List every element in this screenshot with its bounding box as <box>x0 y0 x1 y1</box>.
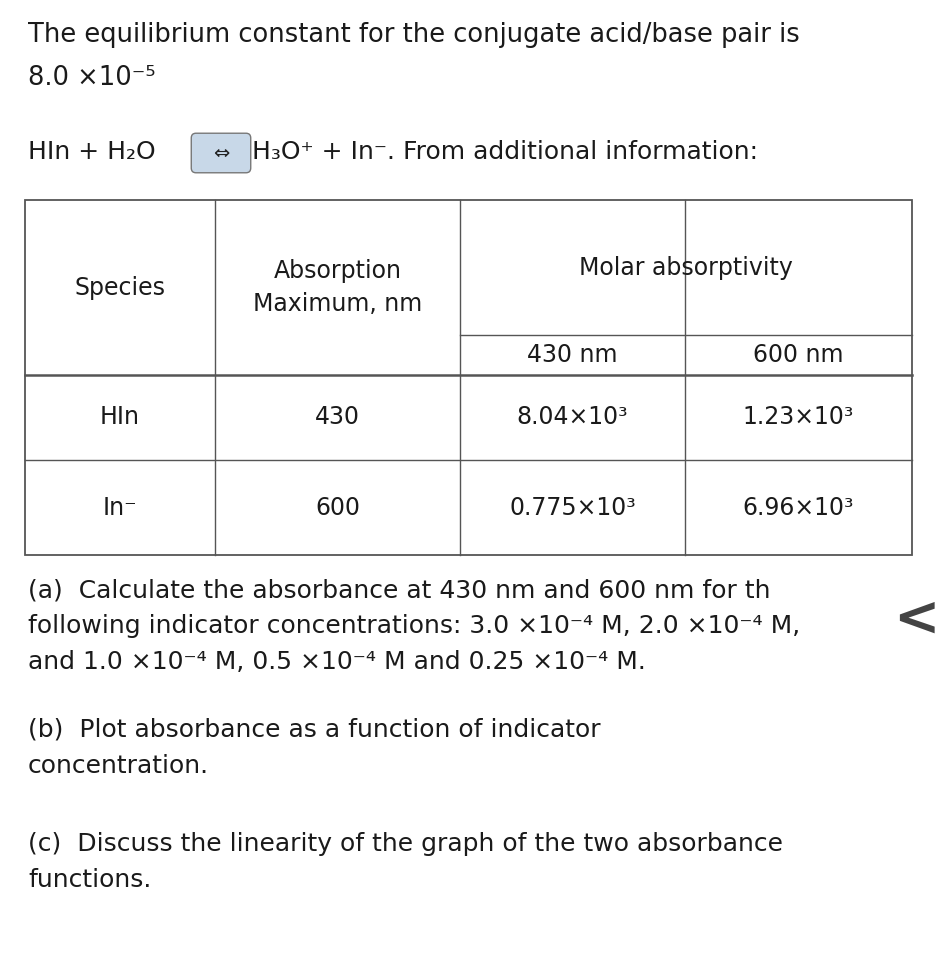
Text: Species: Species <box>75 275 166 300</box>
Text: functions.: functions. <box>28 868 152 892</box>
Text: Absorption
Maximum, nm: Absorption Maximum, nm <box>253 259 422 316</box>
Text: <: < <box>894 593 940 647</box>
Text: Molar absorptivity: Molar absorptivity <box>579 256 793 280</box>
Text: (b)  Plot absorbance as a function of indicator: (b) Plot absorbance as a function of ind… <box>28 718 600 742</box>
Text: 600: 600 <box>315 496 360 520</box>
FancyBboxPatch shape <box>191 134 251 173</box>
Text: HIn: HIn <box>100 406 140 430</box>
Text: HIn + H₂O: HIn + H₂O <box>28 140 155 164</box>
Text: 0.775×10³: 0.775×10³ <box>509 496 635 520</box>
Text: concentration.: concentration. <box>28 754 209 778</box>
Text: 6.96×10³: 6.96×10³ <box>742 496 854 520</box>
Text: and 1.0 ×10⁻⁴ M, 0.5 ×10⁻⁴ M and 0.25 ×10⁻⁴ M.: and 1.0 ×10⁻⁴ M, 0.5 ×10⁻⁴ M and 0.25 ×1… <box>28 650 646 674</box>
Text: following indicator concentrations: 3.0 ×10⁻⁴ M, 2.0 ×10⁻⁴ M,: following indicator concentrations: 3.0 … <box>28 614 800 638</box>
Text: 8.04×10³: 8.04×10³ <box>517 406 628 430</box>
Text: 1.23×10³: 1.23×10³ <box>742 406 854 430</box>
Text: The equilibrium constant for the conjugate acid/base pair is: The equilibrium constant for the conjuga… <box>28 22 800 48</box>
Text: (c)  Discuss the linearity of the graph of the two absorbance: (c) Discuss the linearity of the graph o… <box>28 832 783 856</box>
Text: ⇔: ⇔ <box>213 143 229 162</box>
Text: H₃O⁺ + In⁻. From additional information:: H₃O⁺ + In⁻. From additional information: <box>252 140 758 164</box>
Text: 430 nm: 430 nm <box>527 343 617 367</box>
Text: 430: 430 <box>315 406 360 430</box>
Text: 600 nm: 600 nm <box>753 343 844 367</box>
Text: 8.0 ×10⁻⁵: 8.0 ×10⁻⁵ <box>28 65 155 91</box>
Text: In⁻: In⁻ <box>102 496 137 520</box>
Text: (a)  Calculate the absorbance at 430 nm and 600 nm for th: (a) Calculate the absorbance at 430 nm a… <box>28 578 771 602</box>
